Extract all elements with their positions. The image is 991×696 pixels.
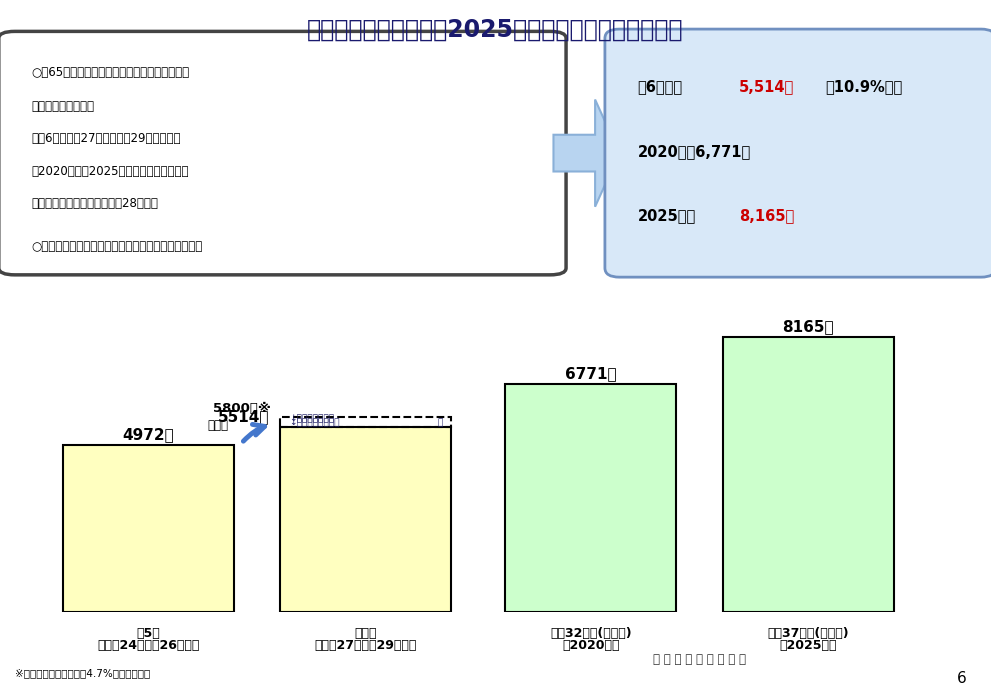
- Text: （10.9%増）: （10.9%増）: [826, 79, 903, 95]
- Text: ○　65歳以上の方の納める介護保険料に関し、: ○ 65歳以上の方の納める介護保険料に関し、: [31, 66, 189, 79]
- Text: 6: 6: [956, 670, 966, 686]
- Bar: [505, 384, 676, 612]
- Text: 各市町村が定めた: 各市町村が定めた: [31, 100, 94, 113]
- Text: 8165円: 8165円: [782, 319, 834, 335]
- Text: 第6期　：: 第6期 ：: [637, 79, 683, 95]
- Text: 第６期: 第６期: [355, 626, 377, 640]
- Bar: [722, 338, 894, 612]
- Text: の加重平均額を公表（４月28日）。: の加重平均額を公表（４月28日）。: [31, 197, 158, 209]
- Text: 2025年：: 2025年：: [637, 208, 696, 223]
- Text: 8,165円: 8,165円: [738, 208, 794, 223]
- Text: 6771円: 6771円: [565, 367, 616, 381]
- Text: ・第6期（平成27年度～平成29年度）の額: ・第6期（平成27年度～平成29年度）の額: [31, 132, 180, 145]
- Text: 2020年：6,771円: 2020年：6,771円: [637, 144, 751, 159]
- Text: 第5期: 第5期: [137, 626, 161, 640]
- Bar: [280, 427, 451, 612]
- Text: ○　併せて、各サービスの見込み量についても公表。: ○ 併せて、各サービスの見込み量についても公表。: [31, 240, 202, 253]
- Text: （平成27年度～29年度）: （平成27年度～29年度）: [314, 639, 417, 651]
- Text: 介護保険の第６期及び2025年等における第１号保険料: 介護保険の第６期及び2025年等における第１号保険料: [307, 17, 684, 41]
- Bar: [280, 417, 451, 427]
- Text: 平成37年度(見込み): 平成37年度(見込み): [767, 626, 849, 640]
- Text: 5514円: 5514円: [218, 409, 270, 424]
- FancyBboxPatch shape: [605, 29, 991, 277]
- Text: （2020年）: （2020年）: [562, 639, 619, 651]
- Text: 5800円※: 5800円※: [213, 402, 271, 415]
- Polygon shape: [553, 100, 619, 207]
- Text: （平成24年度～26年度）: （平成24年度～26年度）: [97, 639, 199, 651]
- Text: 4972円: 4972円: [123, 427, 174, 442]
- Text: ※政府予算の伸び率（年4.7%）を基に推計: ※政府予算の伸び率（年4.7%）を基に推計: [15, 669, 150, 679]
- Text: 5,514円: 5,514円: [738, 79, 794, 95]
- Text: （2025年）: （2025年）: [779, 639, 837, 651]
- Text: 平成32年度(見込み): 平成32年度(見込み): [550, 626, 631, 640]
- Bar: [62, 445, 234, 612]
- Text: 自然増: 自然増: [208, 419, 229, 432]
- Text: 等: 等: [438, 419, 443, 428]
- Text: ↓：介護報酬改定: ↓：介護報酬改定: [289, 415, 335, 424]
- Text: ・2020年及び2025年の見込額（今回初）: ・2020年及び2025年の見込額（今回初）: [31, 164, 188, 177]
- FancyBboxPatch shape: [0, 31, 566, 275]
- Text: ＜ 中 長 期 的 な 推 計 ＞: ＜ 中 長 期 的 な 推 計 ＞: [653, 653, 746, 666]
- Text: ↓：制度改正　　等: ↓：制度改正 等: [289, 419, 340, 428]
